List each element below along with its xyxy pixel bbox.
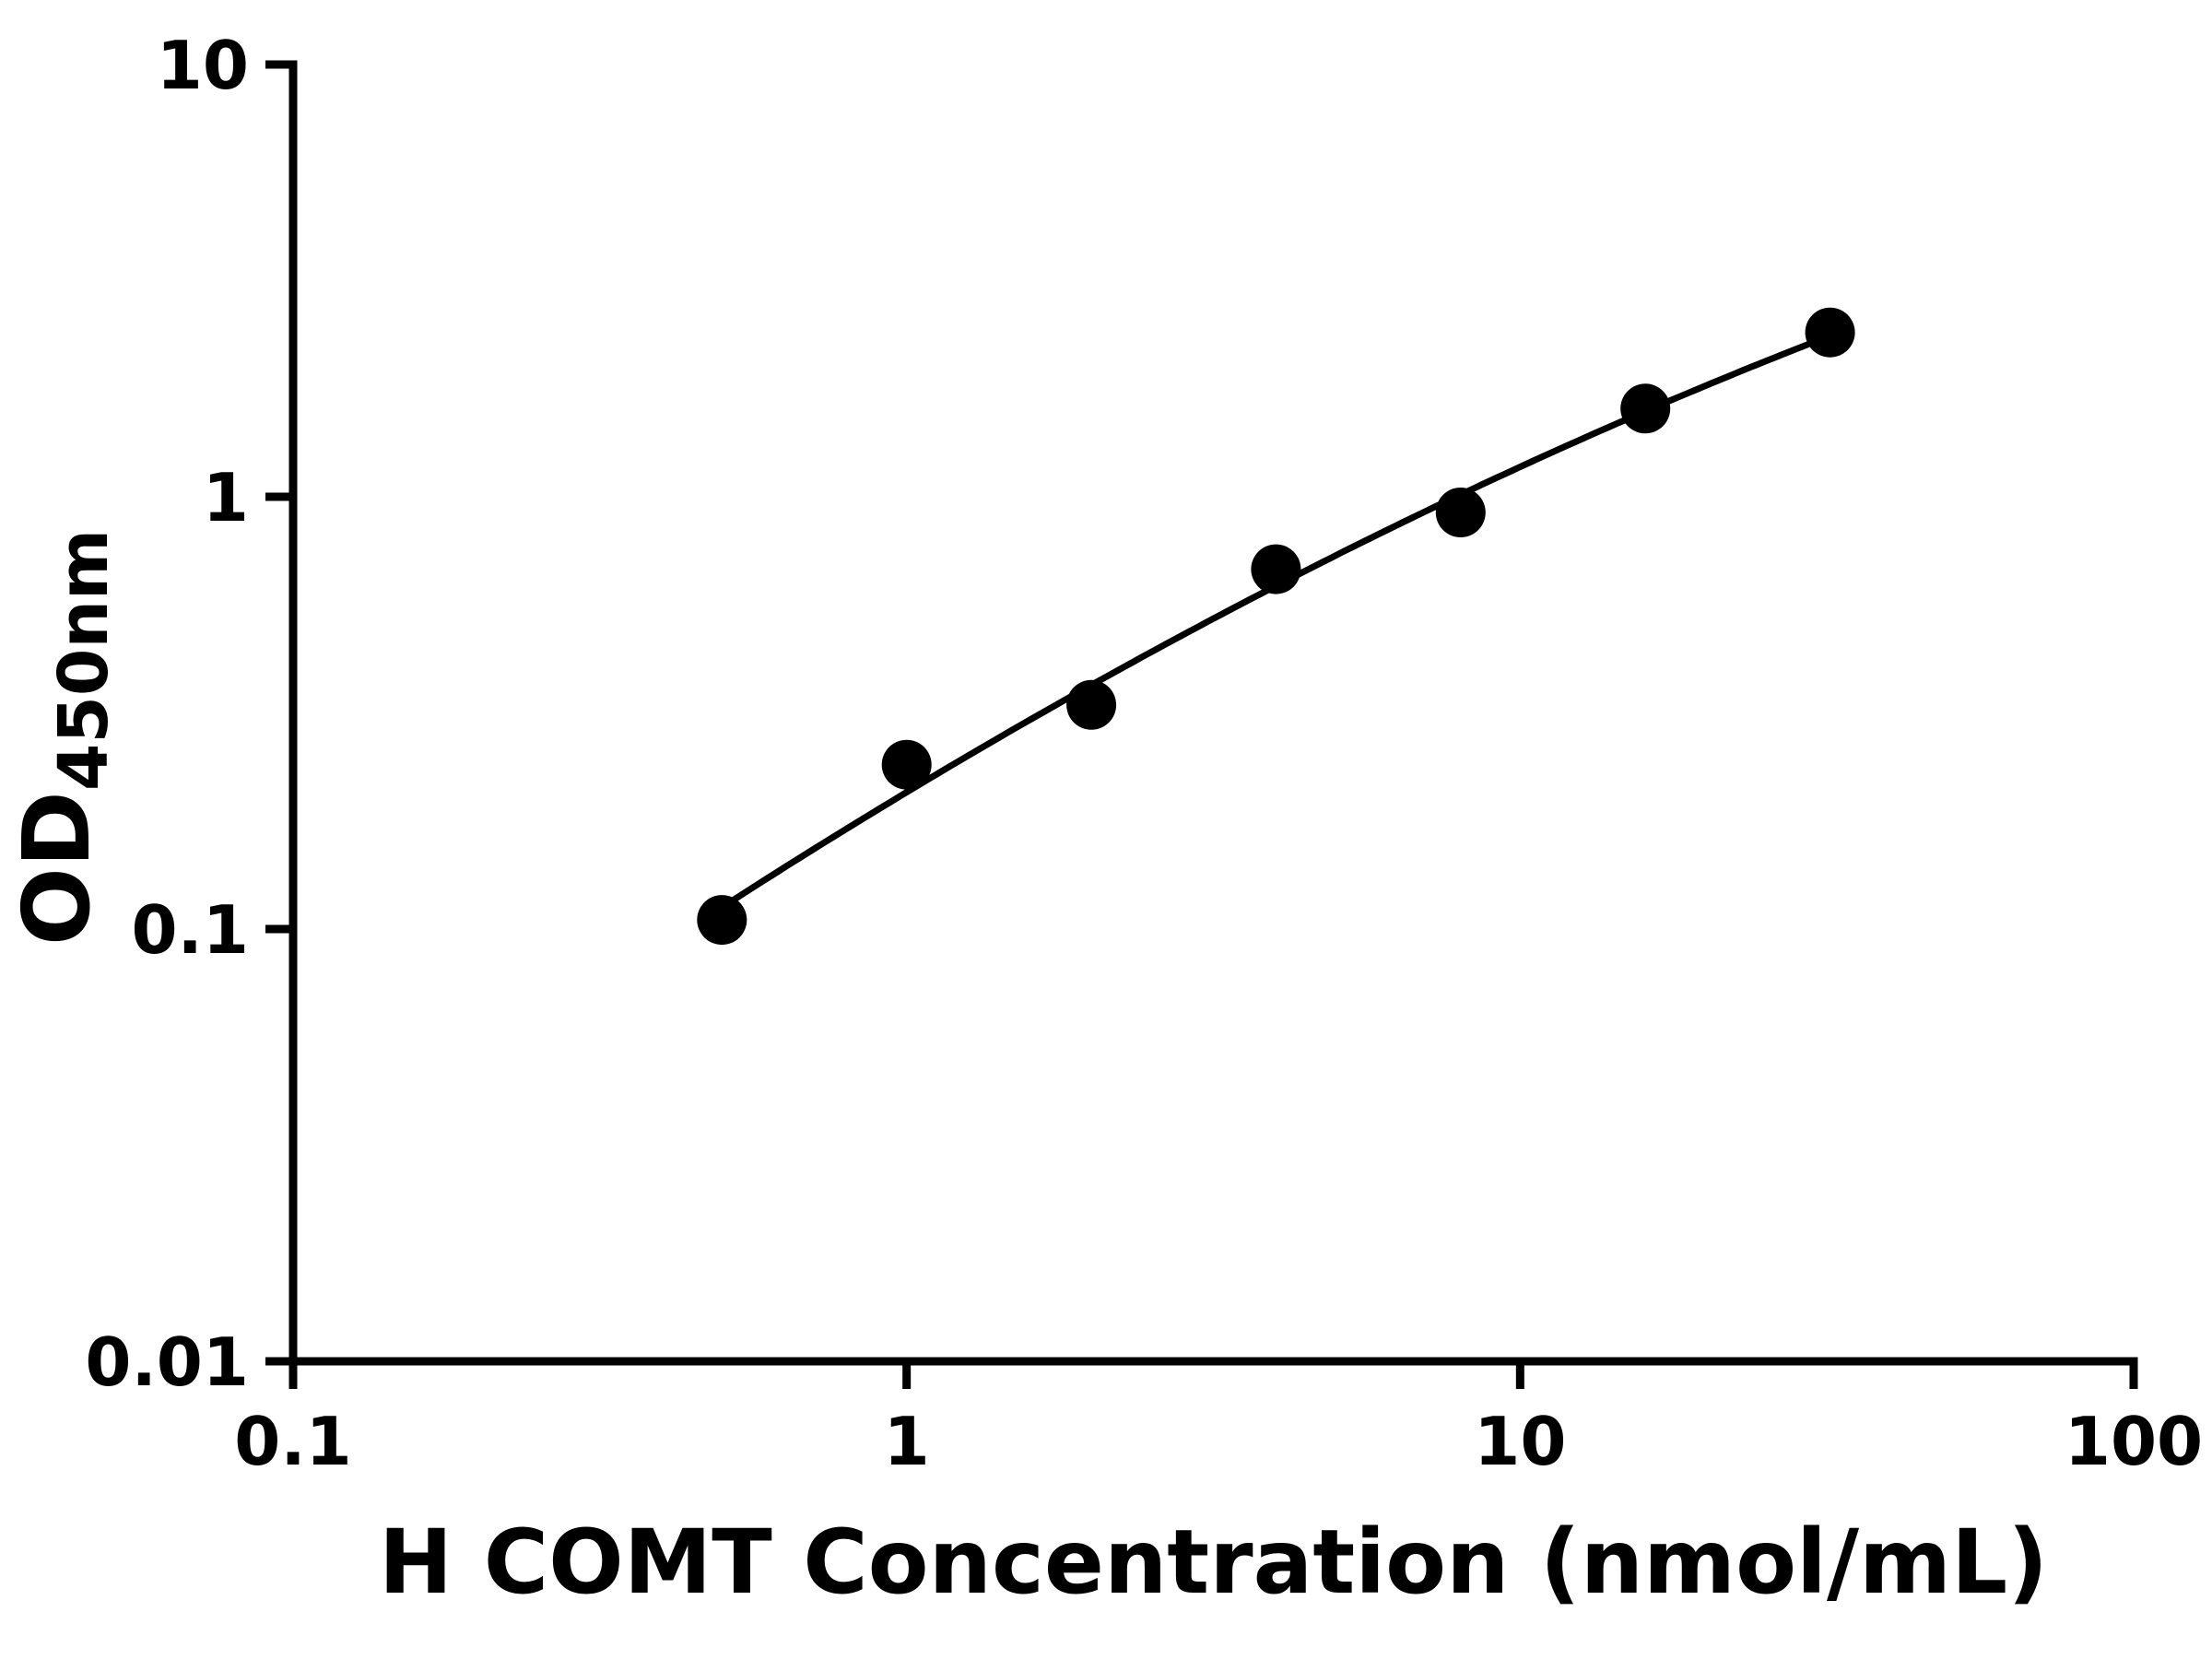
x-tick-label: 10 — [1474, 1403, 1566, 1480]
y-tick-label: 1 — [203, 459, 249, 536]
x-axis-title: H COMT Concentration (nmol/mL) — [379, 1511, 2048, 1614]
data-point — [1251, 544, 1301, 594]
y-axis-title: OD450nm — [3, 529, 124, 946]
data-point — [881, 739, 932, 790]
y-tick-label: 10 — [157, 27, 249, 104]
data-point — [1620, 383, 1671, 434]
data-point — [1805, 307, 1855, 358]
x-tick-label: 1 — [884, 1403, 930, 1480]
svg-text:OD450nm: OD450nm — [3, 529, 124, 946]
data-point — [1435, 488, 1486, 537]
data-point — [697, 895, 747, 946]
y-tick-label: 0.1 — [131, 891, 249, 969]
x-tick-label: 100 — [2065, 1403, 2203, 1480]
data-point — [1066, 679, 1117, 730]
x-tick-label: 0.1 — [234, 1403, 352, 1480]
y-tick-label: 0.01 — [85, 1324, 249, 1401]
